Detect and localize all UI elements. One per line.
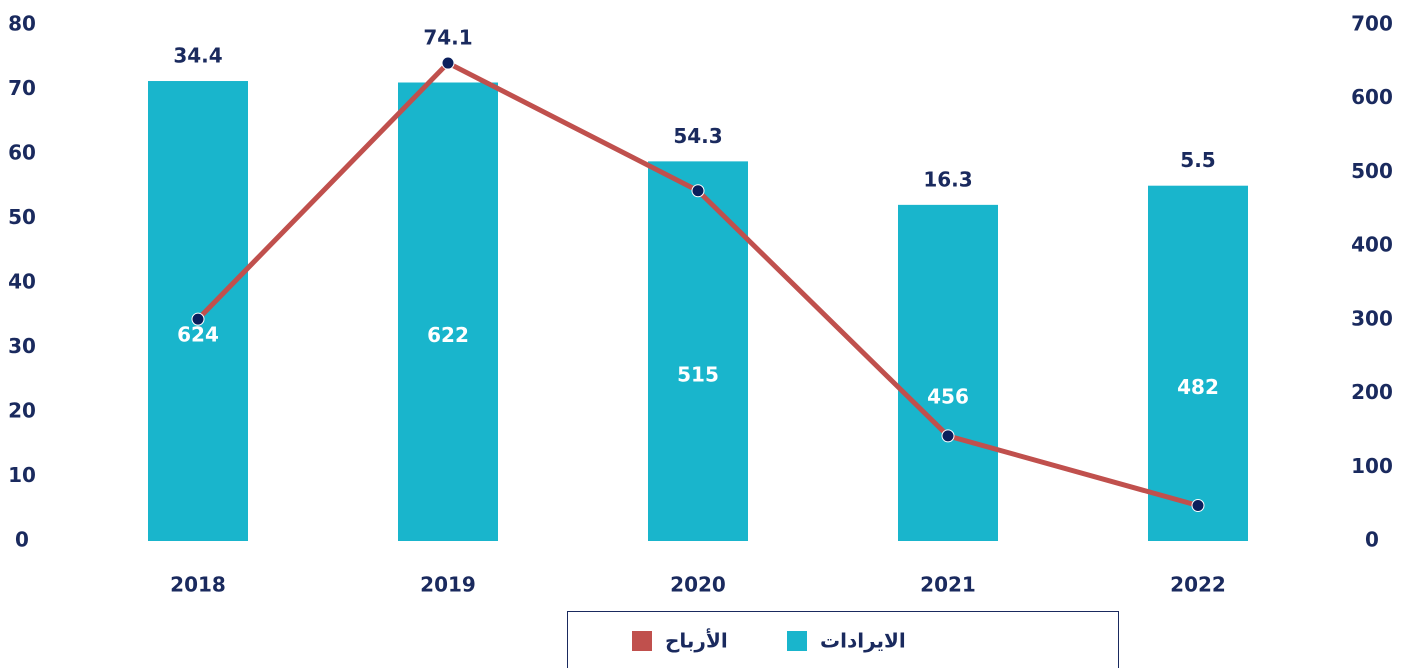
- bar: [648, 161, 748, 541]
- bar-value-label: 515: [677, 363, 719, 387]
- y2-tick-label: 500: [1351, 159, 1393, 183]
- bar: [898, 204, 998, 541]
- legend-swatch: [632, 631, 652, 651]
- line-marker: [691, 184, 705, 198]
- bar-value-label: 456: [927, 384, 969, 408]
- x-tick-label: 2021: [920, 573, 976, 597]
- y-tick-label: 50: [8, 205, 36, 229]
- line-value-label: 16.3: [923, 167, 972, 191]
- x-tick-label: 2020: [670, 573, 726, 597]
- line-value-label: 54.3: [673, 124, 722, 148]
- bar-value-label: 622: [427, 323, 469, 347]
- x-tick-label: 2018: [170, 573, 226, 597]
- y2-tick-label: 300: [1351, 306, 1393, 330]
- bar-value-label: 482: [1177, 375, 1219, 399]
- y2-tick-label: 100: [1351, 454, 1393, 478]
- y2-tick-label: 600: [1351, 85, 1393, 109]
- legend-label: الأرباح: [665, 628, 728, 653]
- bar: [398, 82, 498, 542]
- bar: [148, 81, 248, 541]
- bar: [1148, 185, 1248, 541]
- line-value-label: 74.1: [423, 26, 472, 50]
- y-tick-label: 0: [15, 528, 29, 552]
- line-marker: [191, 312, 205, 326]
- y-tick-label: 80: [8, 12, 36, 36]
- legend-swatch: [787, 631, 807, 651]
- y-tick-label: 20: [8, 399, 36, 423]
- y-tick-label: 70: [8, 76, 36, 100]
- line-marker: [441, 56, 455, 70]
- y2-tick-label: 0: [1365, 528, 1379, 552]
- bar-value-label: 624: [177, 323, 219, 347]
- y-tick-label: 60: [8, 141, 36, 165]
- line-value-label: 5.5: [1180, 148, 1215, 172]
- line-value-label: 34.4: [173, 44, 222, 68]
- legend-label: الايرادات: [820, 629, 906, 653]
- line-marker: [941, 429, 955, 443]
- x-tick-label: 2019: [420, 573, 476, 597]
- y2-tick-label: 200: [1351, 380, 1393, 404]
- legend-box: [567, 611, 1119, 668]
- y-tick-label: 30: [8, 334, 36, 358]
- y-tick-label: 40: [8, 270, 36, 294]
- y-tick-label: 10: [8, 463, 36, 487]
- line-marker: [1191, 499, 1205, 513]
- y2-tick-label: 700: [1351, 12, 1393, 36]
- y2-tick-label: 400: [1351, 233, 1393, 257]
- x-tick-label: 2022: [1170, 573, 1226, 597]
